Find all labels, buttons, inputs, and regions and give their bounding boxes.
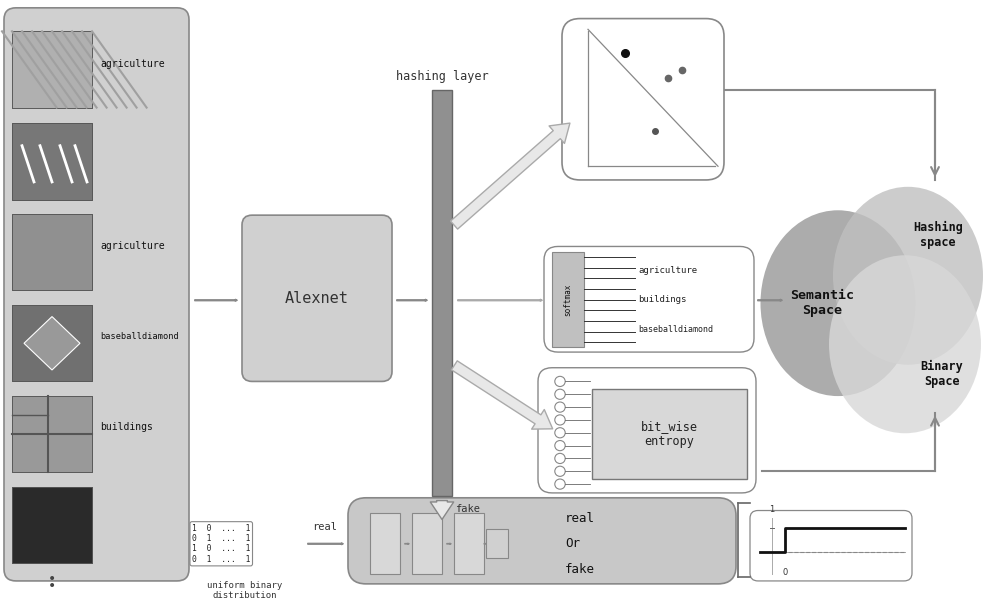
Text: real: real [565,512,595,525]
FancyBboxPatch shape [348,498,736,584]
Bar [12,123,92,199]
Text: hashing layer: hashing layer [396,70,488,83]
Bar [12,305,92,382]
Circle shape [555,376,565,386]
Bar [12,305,92,382]
Bar [432,90,452,496]
Bar [486,529,508,559]
Text: baseballdiamond: baseballdiamond [638,325,713,334]
FancyBboxPatch shape [562,19,724,180]
Text: Hashing
space: Hashing space [913,221,963,249]
Text: agriculture: agriculture [638,267,697,275]
Bar [12,487,92,563]
Bar [12,123,92,199]
Circle shape [555,453,565,464]
Bar [12,214,92,291]
Bar [12,396,92,473]
Text: softmax: softmax [564,284,572,316]
Circle shape [555,415,565,425]
Bar [12,31,92,108]
FancyBboxPatch shape [242,215,392,382]
Bar [454,514,484,574]
Bar [592,389,747,479]
Text: Or: Or [565,537,580,550]
Ellipse shape [761,210,916,396]
Circle shape [555,441,565,451]
Circle shape [555,466,565,476]
Bar [370,514,400,574]
Circle shape [555,402,565,412]
Bar [12,214,92,291]
Text: agriculture: agriculture [100,58,165,69]
Text: 1: 1 [769,506,775,515]
Text: •: • [48,572,56,586]
Text: buildings: buildings [638,295,686,304]
Bar [12,31,92,108]
Bar [412,514,442,574]
Circle shape [555,389,565,399]
Circle shape [555,479,565,489]
Text: •: • [48,579,56,593]
Bar [552,252,584,347]
Ellipse shape [833,187,983,365]
Text: buildings: buildings [100,423,153,432]
FancyBboxPatch shape [538,368,756,493]
Text: real: real [312,522,338,532]
Text: Semantic
Space: Semantic Space [790,289,854,317]
Text: baseballdiamond: baseballdiamond [100,332,179,341]
FancyBboxPatch shape [4,8,189,581]
Text: agriculture: agriculture [100,241,165,252]
FancyBboxPatch shape [544,246,754,352]
Text: uniform binary
distribution: uniform binary distribution [207,581,283,600]
Circle shape [555,427,565,438]
Text: fake: fake [565,563,595,576]
FancyBboxPatch shape [750,510,912,581]
Text: fake: fake [455,503,480,514]
Text: 0: 0 [782,568,788,577]
Polygon shape [24,317,80,370]
Text: bit_wise
entropy: bit_wise entropy [641,420,698,448]
Text: Binary
Space: Binary Space [921,359,963,388]
Bar [12,396,92,473]
Ellipse shape [829,255,981,433]
Bar [12,487,92,563]
Text: 1  0  ...  1
0  1  ...  1
1  0  ...  1
0  1  ...  1: 1 0 ... 1 0 1 ... 1 1 0 ... 1 0 1 ... 1 [192,524,250,564]
Text: Alexnet: Alexnet [285,291,349,306]
